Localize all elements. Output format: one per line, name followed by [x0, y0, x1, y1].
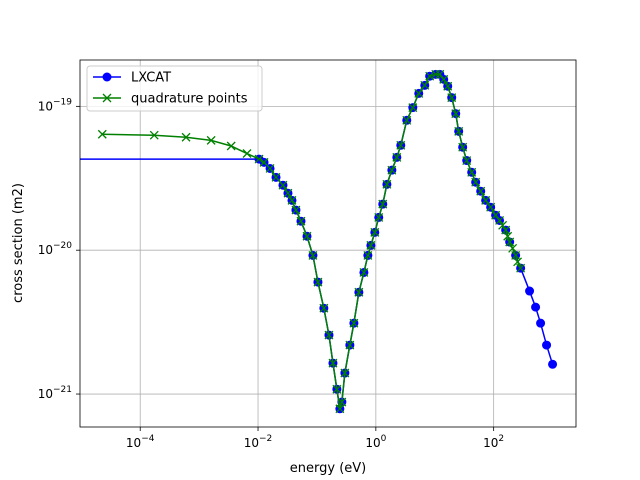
- marker: [458, 142, 468, 152]
- y-tick-label: 10−20: [38, 241, 73, 257]
- x-axis-label: energy (eV): [290, 461, 366, 476]
- marker: [505, 237, 515, 247]
- marker: [206, 135, 216, 145]
- marker: [366, 240, 376, 250]
- marker: [308, 250, 318, 260]
- marker: [335, 404, 345, 414]
- marker: [503, 231, 513, 241]
- marker: [402, 115, 412, 125]
- legend: LXCAT quadrature points: [86, 65, 263, 112]
- legend-label: quadrature points: [131, 92, 248, 107]
- marker: [392, 152, 402, 162]
- marker: [408, 103, 418, 113]
- marker: [516, 263, 526, 273]
- marker: [181, 132, 191, 142]
- marker: [542, 340, 552, 350]
- marker: [513, 257, 523, 267]
- marker: [435, 69, 445, 79]
- x-tick-label: 102: [483, 434, 504, 450]
- legend-label: LXCAT: [131, 71, 171, 86]
- marker: [278, 180, 288, 190]
- marker: [271, 172, 281, 182]
- marker: [340, 368, 350, 378]
- marker: [498, 220, 508, 230]
- marker: [439, 74, 449, 84]
- marker: [501, 225, 511, 235]
- marker: [291, 205, 301, 215]
- marker: [454, 126, 464, 136]
- x-tick-label: 100: [365, 434, 386, 450]
- marker: [378, 199, 388, 209]
- marker: [508, 243, 518, 253]
- marker: [319, 303, 329, 313]
- marker: [420, 80, 430, 90]
- marker: [431, 69, 441, 79]
- marker: [525, 286, 535, 296]
- marker: [296, 216, 306, 226]
- marker: [425, 71, 435, 81]
- y-axis-label: cross section (m2): [11, 183, 26, 303]
- marker: [349, 318, 359, 328]
- marker: [536, 318, 546, 328]
- legend-box: [86, 65, 263, 112]
- marker: [495, 215, 505, 225]
- marker: [486, 202, 496, 212]
- marker: [97, 129, 107, 139]
- marker: [328, 358, 338, 368]
- marker: [226, 141, 236, 151]
- marker: [302, 231, 312, 241]
- marker: [451, 109, 461, 119]
- marker: [102, 72, 112, 82]
- marker: [242, 149, 252, 158]
- marker: [491, 210, 501, 220]
- axes-frame: [79, 59, 577, 428]
- marker: [374, 212, 384, 222]
- x-tick-label: 10−4: [126, 434, 155, 450]
- plot-data: [80, 69, 558, 414]
- marker: [481, 195, 491, 205]
- marker: [548, 359, 558, 369]
- marker: [462, 156, 472, 166]
- marker: [447, 93, 457, 103]
- marker: [443, 81, 453, 91]
- marker: [102, 93, 112, 103]
- marker: [531, 302, 541, 312]
- marker: [254, 154, 264, 164]
- marker: [471, 177, 481, 187]
- marker: [313, 277, 323, 287]
- marker: [354, 287, 364, 297]
- grid: [80, 60, 576, 427]
- marker: [287, 195, 297, 205]
- marker: [363, 250, 373, 260]
- marker: [337, 397, 347, 407]
- marker: [467, 167, 477, 177]
- marker: [476, 186, 486, 196]
- marker: [387, 165, 397, 175]
- marker: [511, 250, 521, 260]
- marker: [265, 164, 275, 173]
- marker: [345, 340, 355, 350]
- marker: [359, 268, 369, 277]
- marker: [324, 330, 334, 340]
- marker: [414, 88, 424, 98]
- y-tick-label: 10−19: [38, 97, 73, 113]
- marker: [396, 140, 406, 150]
- marker: [332, 384, 342, 394]
- y-tick-label: 10−21: [38, 385, 72, 401]
- x-tick-label: 10−2: [244, 434, 273, 450]
- marker: [283, 188, 293, 198]
- marker: [382, 179, 392, 189]
- marker: [370, 227, 380, 237]
- marker: [149, 130, 159, 140]
